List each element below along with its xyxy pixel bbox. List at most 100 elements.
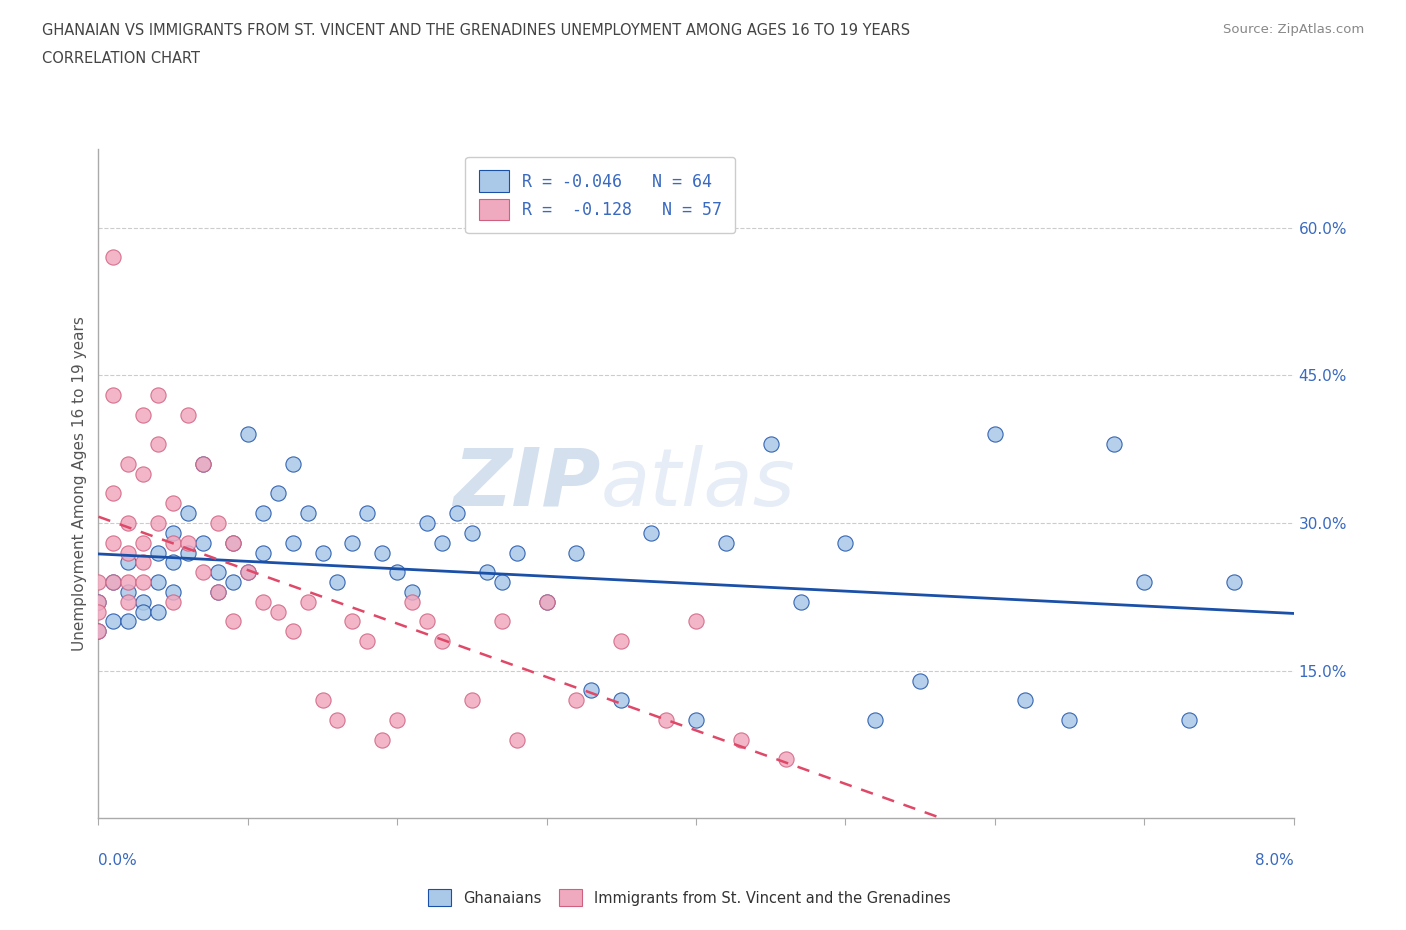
Point bbox=[162, 584, 184, 599]
Point bbox=[191, 457, 214, 472]
Point bbox=[177, 545, 200, 560]
Point bbox=[714, 536, 737, 551]
Point bbox=[148, 575, 170, 590]
Point bbox=[311, 545, 333, 560]
Point bbox=[103, 614, 125, 629]
Point bbox=[834, 536, 856, 551]
Point bbox=[401, 584, 423, 599]
Point bbox=[207, 565, 229, 579]
Text: ZIP: ZIP bbox=[453, 445, 600, 523]
Point bbox=[430, 633, 453, 648]
Point bbox=[311, 693, 333, 708]
Point bbox=[236, 565, 259, 579]
Point bbox=[655, 712, 678, 727]
Legend: R = -0.046   N = 64, R =  -0.128   N = 57: R = -0.046 N = 64, R = -0.128 N = 57 bbox=[465, 157, 735, 233]
Point bbox=[252, 545, 274, 560]
Point bbox=[207, 515, 229, 530]
Point bbox=[222, 536, 245, 551]
Point bbox=[177, 407, 200, 422]
Point bbox=[103, 249, 125, 264]
Point bbox=[267, 486, 290, 501]
Point bbox=[132, 575, 155, 590]
Point bbox=[87, 594, 110, 609]
Point bbox=[430, 536, 453, 551]
Text: CORRELATION CHART: CORRELATION CHART bbox=[42, 51, 200, 66]
Point bbox=[148, 604, 170, 619]
Point bbox=[87, 594, 110, 609]
Point bbox=[191, 565, 214, 579]
Point bbox=[1178, 712, 1201, 727]
Point bbox=[326, 712, 349, 727]
Point bbox=[759, 437, 782, 452]
Point bbox=[610, 693, 633, 708]
Point bbox=[222, 614, 245, 629]
Point bbox=[506, 732, 529, 747]
Point bbox=[148, 437, 170, 452]
Point bbox=[342, 536, 364, 551]
Point bbox=[506, 545, 529, 560]
Point bbox=[162, 525, 184, 540]
Point bbox=[297, 594, 319, 609]
Point bbox=[103, 575, 125, 590]
Point bbox=[87, 624, 110, 639]
Point bbox=[565, 693, 588, 708]
Point bbox=[581, 683, 603, 698]
Point bbox=[536, 594, 558, 609]
Point bbox=[87, 575, 110, 590]
Point bbox=[117, 575, 139, 590]
Point bbox=[1222, 575, 1246, 590]
Point bbox=[103, 388, 125, 403]
Point bbox=[536, 594, 558, 609]
Point bbox=[177, 536, 200, 551]
Point bbox=[222, 536, 245, 551]
Point bbox=[132, 536, 155, 551]
Point bbox=[640, 525, 662, 540]
Point bbox=[401, 594, 423, 609]
Point bbox=[103, 486, 125, 501]
Point bbox=[162, 496, 184, 511]
Point bbox=[1102, 437, 1125, 452]
Point bbox=[87, 624, 110, 639]
Point bbox=[610, 633, 633, 648]
Point bbox=[685, 614, 707, 629]
Point bbox=[371, 545, 394, 560]
Point bbox=[775, 751, 797, 766]
Point bbox=[730, 732, 752, 747]
Point bbox=[789, 594, 811, 609]
Point bbox=[191, 536, 214, 551]
Point bbox=[117, 614, 139, 629]
Point bbox=[162, 536, 184, 551]
Point bbox=[385, 565, 409, 579]
Point bbox=[162, 594, 184, 609]
Point bbox=[252, 506, 274, 521]
Point bbox=[491, 614, 513, 629]
Point bbox=[297, 506, 319, 521]
Point bbox=[87, 604, 110, 619]
Point bbox=[475, 565, 498, 579]
Point bbox=[132, 594, 155, 609]
Point bbox=[385, 712, 409, 727]
Point bbox=[908, 673, 931, 688]
Point bbox=[117, 584, 139, 599]
Point bbox=[207, 584, 229, 599]
Point bbox=[103, 536, 125, 551]
Y-axis label: Unemployment Among Ages 16 to 19 years: Unemployment Among Ages 16 to 19 years bbox=[72, 316, 87, 651]
Text: 0.0%: 0.0% bbox=[98, 853, 138, 868]
Point bbox=[117, 555, 139, 570]
Text: atlas: atlas bbox=[600, 445, 796, 523]
Point bbox=[685, 712, 707, 727]
Point bbox=[371, 732, 394, 747]
Point bbox=[446, 506, 468, 521]
Point bbox=[132, 555, 155, 570]
Point bbox=[207, 584, 229, 599]
Point bbox=[983, 427, 1005, 442]
Point bbox=[1059, 712, 1081, 727]
Point bbox=[281, 624, 304, 639]
Point bbox=[326, 575, 349, 590]
Point bbox=[117, 457, 139, 472]
Point bbox=[565, 545, 588, 560]
Point bbox=[236, 427, 259, 442]
Point bbox=[222, 575, 245, 590]
Point bbox=[1133, 575, 1156, 590]
Point bbox=[416, 614, 439, 629]
